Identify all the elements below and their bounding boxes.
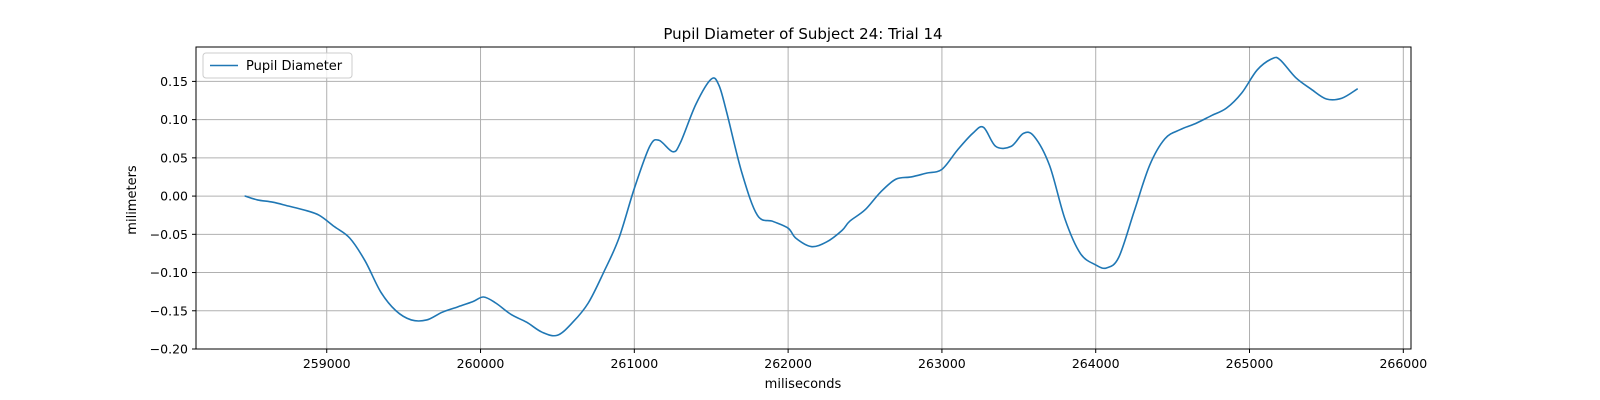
y-tick-label: 0.00 (160, 189, 188, 204)
series-line-pupil-diameter (244, 56, 1358, 337)
y-axis-ticks: −0.20 −0.15 −0.10 −0.05 0.00 0.05 0.10 0.15 (150, 74, 196, 357)
y-axis-label: milimeters (125, 165, 140, 235)
y-tick-label: −0.05 (150, 227, 188, 242)
chart-title: Pupil Diameter of Subject 24: Trial 14 (663, 25, 942, 43)
legend-entry-pupil-diameter: Pupil Diameter (246, 59, 343, 74)
y-tick-label: −0.10 (150, 265, 188, 280)
x-tick-label: 260000 (457, 356, 505, 371)
x-axis-ticks: 259000 260000 261000 262000 263000 264000 2650… (303, 349, 1427, 371)
x-tick-label: 261000 (610, 356, 658, 371)
x-tick-label: 265000 (1226, 356, 1274, 371)
plot-frame (195, 46, 1412, 350)
x-tick-label: 264000 (1072, 356, 1120, 371)
y-tick-label: 0.05 (160, 150, 188, 165)
x-tick-label: 262000 (764, 356, 812, 371)
legend: Pupil Diameter (202, 52, 353, 79)
x-tick-label: 266000 (1379, 356, 1427, 371)
y-tick-label: 0.15 (160, 74, 188, 89)
y-tick-label: −0.20 (150, 342, 188, 357)
y-tick-label: −0.15 (150, 303, 188, 318)
y-tick-label: 0.10 (160, 112, 188, 127)
x-axis-label: miliseconds (765, 377, 842, 392)
legend-box (202, 52, 353, 79)
x-tick-label: 259000 (303, 356, 351, 371)
grid (196, 47, 1411, 350)
x-tick-label: 263000 (918, 356, 966, 371)
